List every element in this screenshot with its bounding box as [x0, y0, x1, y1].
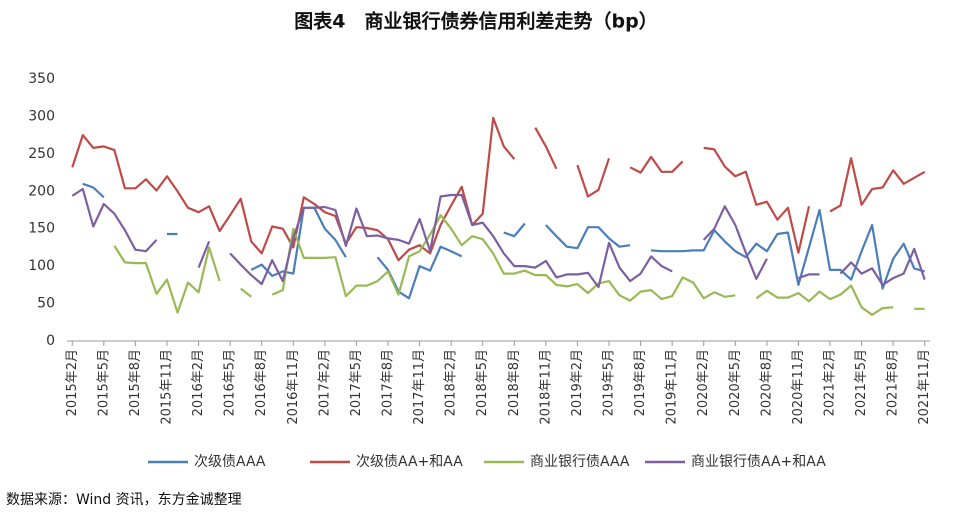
legend-label: 次级债AA+和AA: [356, 454, 463, 470]
legend-label: 次级债AAA: [194, 454, 266, 470]
series-line: [71, 116, 926, 262]
x-tick-label: 2015年2月: [65, 349, 80, 416]
legend-label: 商业银行债AAA: [530, 454, 630, 470]
x-tick-label: 2018年11月: [538, 349, 553, 425]
x-tick-label: 2016年5月: [223, 349, 238, 416]
y-tick-label: 200: [28, 183, 55, 199]
source-note: 数据来源：Wind 资讯，东方金诚整理: [6, 492, 242, 508]
x-tick-label: 2021年2月: [823, 349, 838, 416]
x-tick-label: 2019年2月: [570, 349, 585, 416]
y-tick-label: 350: [28, 71, 55, 87]
x-tick-label: 2021年5月: [854, 349, 869, 416]
series-line: [113, 214, 925, 316]
x-tick-label: 2016年2月: [191, 349, 206, 416]
x-tick-label: 2017年5月: [349, 349, 364, 416]
series-line: [71, 187, 926, 289]
x-tick-label: 2016年8月: [254, 349, 269, 416]
y-tick-label: 100: [28, 258, 55, 274]
x-tick-label: 2019年5月: [602, 349, 617, 416]
x-tick-label: 2016年11月: [286, 349, 301, 425]
series-line: [82, 182, 926, 300]
y-tick-label: 150: [28, 221, 55, 237]
legend-item: 次级债AA+和AA: [310, 454, 463, 470]
legend-item: 商业银行债AA+和AA: [645, 454, 826, 470]
x-tick-label: 2015年8月: [128, 349, 143, 416]
x-tick-label: 2021年11月: [917, 349, 932, 425]
y-tick-label: 250: [28, 146, 55, 162]
x-tick-label: 2018年5月: [475, 349, 490, 416]
x-tick-label: 2015年11月: [159, 349, 174, 425]
x-tick-label: 2017年11月: [412, 349, 427, 425]
x-tick-label: 2020年2月: [696, 349, 711, 416]
legend-item: 次级债AAA: [148, 454, 266, 470]
x-tick-label: 2020年11月: [791, 349, 806, 425]
x-tick-label: 2015年5月: [96, 349, 111, 416]
legend-item: 商业银行债AAA: [484, 454, 630, 470]
x-tick-label: 2021年8月: [886, 349, 901, 416]
x-tick-label: 2017年8月: [380, 349, 395, 416]
chart-title: 图表4 商业银行债券信用利差走势（bp）: [294, 10, 657, 33]
x-tick-label: 2020年8月: [759, 349, 774, 416]
x-tick-label: 2020年5月: [728, 349, 743, 416]
x-tick-label: 2019年11月: [665, 349, 680, 425]
x-tick-label: 2017年2月: [317, 349, 332, 416]
y-tick-label: 50: [37, 296, 55, 312]
x-tick-label: 2018年8月: [507, 349, 522, 416]
y-tick-label: 0: [46, 333, 55, 349]
x-tick-label: 2019年8月: [633, 349, 648, 416]
y-tick-label: 300: [28, 108, 55, 124]
x-tick-label: 2018年2月: [444, 349, 459, 416]
legend-label: 商业银行债AA+和AA: [691, 454, 826, 470]
